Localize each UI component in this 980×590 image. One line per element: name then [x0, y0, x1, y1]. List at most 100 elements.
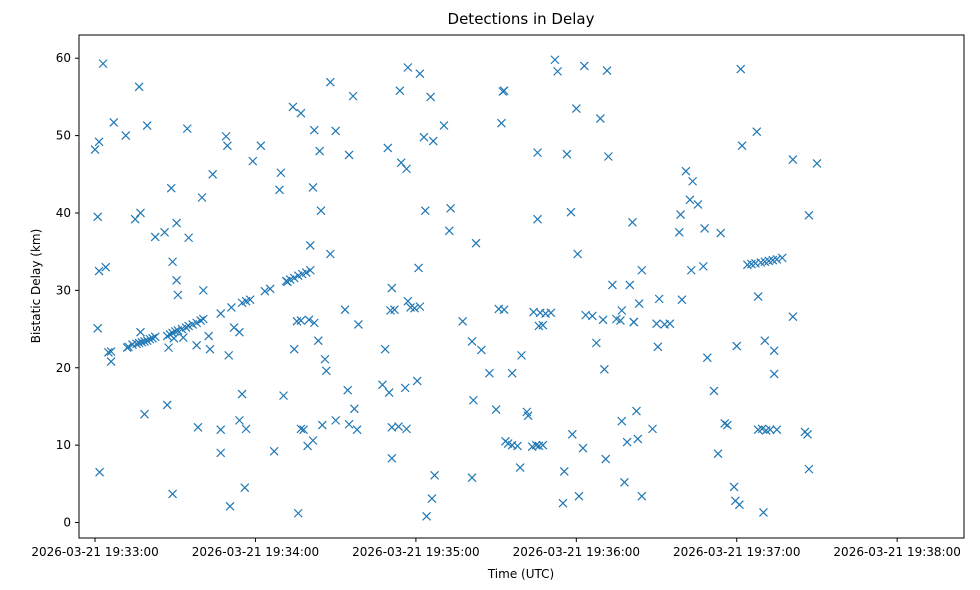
data-point: [173, 290, 183, 300]
data-point: [145, 334, 155, 344]
data-point: [308, 436, 318, 445]
data-point: [94, 266, 104, 276]
data-points: [90, 55, 822, 521]
data-point: [299, 425, 309, 435]
data-point: [444, 226, 454, 236]
data-point: [216, 448, 226, 458]
data-point: [150, 332, 160, 342]
data-point: [160, 227, 169, 237]
data-point: [134, 338, 144, 348]
data-point: [90, 145, 100, 154]
data-point: [103, 347, 113, 357]
data-point: [101, 262, 111, 272]
data-point: [403, 63, 413, 72]
data-point: [320, 354, 330, 364]
data-point: [772, 254, 782, 264]
data-point: [681, 166, 691, 176]
data-point: [628, 217, 637, 227]
y-tick-label: 20: [56, 361, 71, 375]
data-point: [279, 391, 288, 401]
data-point: [602, 66, 612, 76]
data-point: [688, 176, 698, 186]
data-point: [241, 424, 251, 434]
data-point: [716, 228, 726, 238]
data-point: [599, 364, 609, 374]
data-point: [674, 227, 684, 237]
data-point: [172, 218, 182, 228]
data-point: [665, 319, 675, 329]
data-point: [566, 207, 576, 217]
data-point: [426, 92, 436, 102]
data-point: [736, 64, 746, 74]
data-point: [124, 342, 133, 352]
data-point: [591, 338, 601, 348]
data-point: [265, 284, 275, 294]
data-point: [182, 124, 192, 134]
data-point: [208, 169, 218, 179]
data-point: [136, 327, 145, 337]
data-point: [622, 437, 632, 447]
data-point: [308, 183, 318, 192]
data-point: [788, 155, 798, 165]
x-tick-label: 2026-03-21 19:34:00: [192, 545, 319, 559]
data-point: [197, 193, 207, 202]
data-point: [305, 265, 315, 275]
data-point: [234, 327, 244, 337]
data-point: [629, 317, 639, 327]
data-point: [240, 483, 250, 493]
data-point: [573, 249, 583, 259]
x-tick-label: 2026-03-21 19:37:00: [673, 545, 800, 559]
data-point: [132, 339, 141, 349]
data-point: [181, 323, 191, 332]
data-point: [275, 185, 284, 195]
data-point: [533, 214, 542, 224]
data-point: [439, 121, 449, 130]
data-point: [248, 156, 258, 166]
y-tick-label: 0: [63, 516, 71, 530]
data-point: [607, 280, 617, 290]
data-point: [137, 337, 147, 347]
x-axis: 2026-03-21 19:33:00 2026-03-21 19:34:00 20…: [31, 538, 961, 559]
data-point: [571, 104, 581, 113]
data-point: [546, 308, 556, 318]
data-point: [538, 320, 548, 330]
data-point: [517, 350, 526, 360]
data-point: [193, 422, 203, 432]
data-point: [499, 305, 509, 315]
data-point: [269, 446, 279, 456]
data-point: [676, 210, 686, 219]
data-point: [734, 500, 744, 510]
data-point: [142, 336, 152, 346]
data-point: [234, 415, 244, 425]
data-point: [558, 498, 568, 508]
data-point: [693, 200, 703, 209]
data-point: [484, 368, 494, 378]
data-point: [148, 333, 157, 343]
data-point: [162, 400, 172, 410]
data-point: [720, 419, 730, 428]
data-point: [325, 77, 335, 87]
data-point: [166, 183, 176, 193]
data-point: [344, 419, 354, 429]
data-point: [296, 316, 306, 325]
data-point: [634, 299, 644, 308]
data-point: [172, 275, 182, 285]
data-point: [394, 422, 403, 431]
y-tick-label: 50: [56, 129, 71, 143]
data-point: [121, 131, 131, 141]
data-point: [410, 303, 419, 313]
data-point: [637, 491, 647, 501]
data-point: [293, 508, 303, 518]
data-point: [402, 164, 411, 174]
data-point: [93, 212, 103, 222]
data-point: [140, 337, 149, 346]
data-point: [803, 429, 813, 439]
data-point: [752, 127, 762, 137]
data-point: [709, 386, 719, 396]
data-point: [777, 253, 787, 263]
data-point: [412, 376, 422, 386]
data-point: [296, 424, 306, 434]
data-point: [769, 369, 779, 379]
data-point: [653, 342, 663, 352]
data-point: [617, 306, 627, 315]
